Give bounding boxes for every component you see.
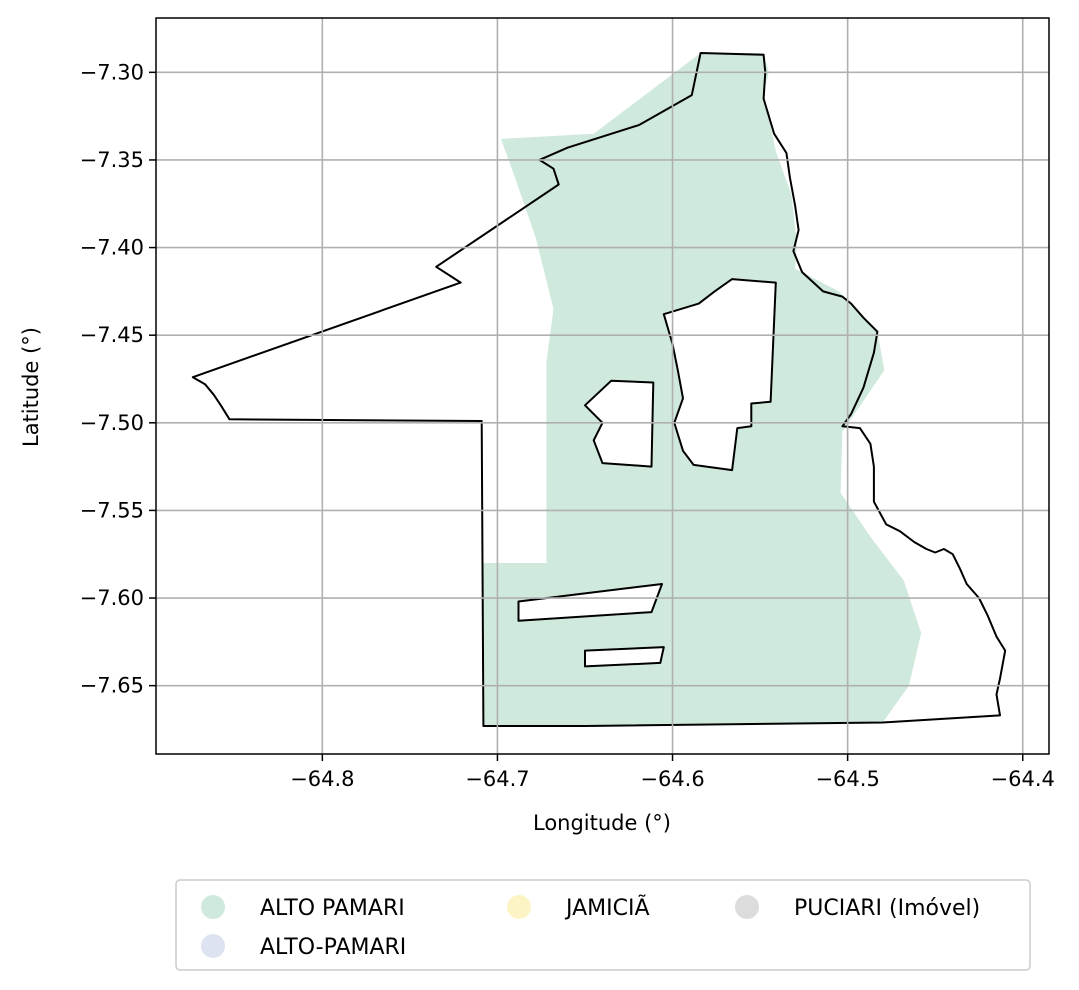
y-axis-title: Latitude (°) [19,327,43,447]
y-tick-label-5: −7.55 [80,498,144,522]
hole-4-outline [584,646,665,668]
legend-marker-1 [201,934,225,958]
x-tick-label-2: −64.6 [640,767,704,791]
x-tick-label-1: −64.7 [465,767,529,791]
axis-ticks: −64.8 −64.7 −64.6 −64.5 −64.4 −7.30 −7.35 −7.40… [80,60,1055,791]
y-tick-label-2: −7.40 [80,236,144,260]
x-tick-label-0: −64.8 [290,767,354,791]
legend-frame [175,879,1031,971]
legend-marker-0 [201,895,225,919]
x-tick-label-4: −64.4 [991,767,1055,791]
hole-2-outline [584,379,655,468]
grid-lines [156,18,1049,754]
legend-label-3: PUCIARI (Imóvel) [794,896,980,921]
y-tick-label-7: −7.65 [80,674,144,698]
x-tick-label-3: −64.5 [815,767,879,791]
y-tick-label-0: −7.30 [80,60,144,84]
main-boundary-outline [191,52,1007,727]
y-tick-label-1: −7.35 [80,148,144,172]
legend-label-1: ALTO-PAMARI [260,935,406,960]
legend-label-2: JAMICIÃ [564,894,650,921]
legend-marker-3 [735,895,759,919]
y-tick-label-3: −7.45 [80,323,144,347]
legend-marker-2 [507,895,531,919]
x-axis-title: Longitude (°) [533,811,671,835]
legend-label-0: ALTO PAMARI [260,896,405,921]
legend: ALTO PAMARI ALTO-PAMARI JAMICIÃ PUCIARI (Im… [175,879,1031,971]
y-tick-label-4: −7.50 [80,411,144,435]
hole-3-outline [517,583,663,622]
y-tick-label-6: −7.60 [80,586,144,610]
plot-frame [155,17,1050,755]
